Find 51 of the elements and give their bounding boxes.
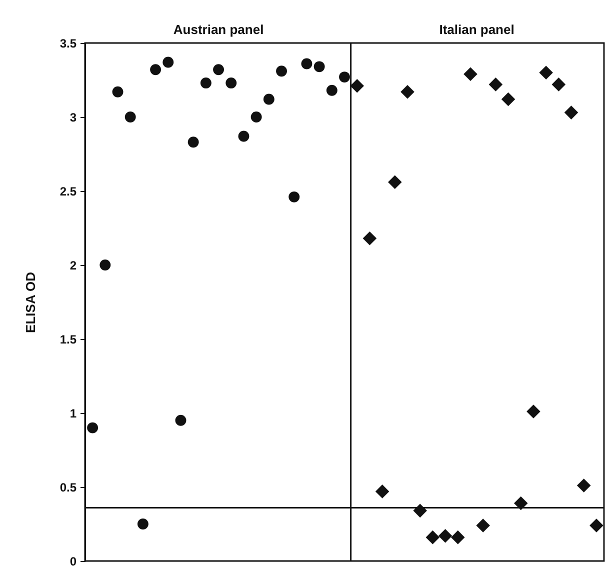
point (226, 77, 237, 88)
point (564, 106, 578, 120)
series-label: Austrian panel (173, 22, 264, 37)
point (514, 496, 528, 510)
point (426, 530, 440, 544)
point (250, 112, 262, 122)
point (162, 56, 174, 68)
y-tick-label: 0.5 (60, 480, 77, 494)
point (501, 92, 516, 106)
point (314, 61, 325, 72)
point (375, 484, 390, 498)
point (326, 84, 338, 96)
point (301, 58, 312, 70)
point (450, 530, 465, 544)
point (539, 66, 553, 80)
point (288, 191, 300, 202)
point (200, 77, 212, 88)
point (112, 86, 124, 98)
y-tick-label: 0 (70, 554, 77, 567)
point (213, 64, 224, 76)
point (590, 518, 604, 532)
point (438, 528, 452, 543)
point (476, 518, 490, 532)
point (488, 78, 503, 92)
point (526, 404, 540, 418)
point (464, 67, 478, 81)
point (339, 72, 350, 83)
point (263, 94, 274, 105)
point (175, 414, 186, 426)
point (150, 64, 162, 76)
y-tick-label: 2 (70, 258, 77, 272)
point (388, 175, 402, 190)
point (276, 66, 287, 77)
point (400, 84, 414, 99)
point (87, 422, 98, 434)
y-tick-label: 1 (70, 406, 77, 420)
point (188, 136, 199, 148)
point (124, 112, 136, 122)
y-tick-label: 2.5 (60, 184, 77, 198)
point (137, 518, 148, 530)
point (100, 260, 111, 270)
y-tick-label: 3.5 (60, 36, 77, 50)
y-axis-title: ELISA OD (22, 272, 38, 333)
point (552, 78, 566, 92)
point (576, 478, 591, 492)
point (350, 79, 364, 93)
point (362, 231, 377, 246)
y-tick-label: 1.5 (60, 332, 77, 346)
y-tick-label: 3 (70, 110, 77, 124)
text: Italian panel (439, 22, 514, 37)
point (238, 130, 250, 142)
